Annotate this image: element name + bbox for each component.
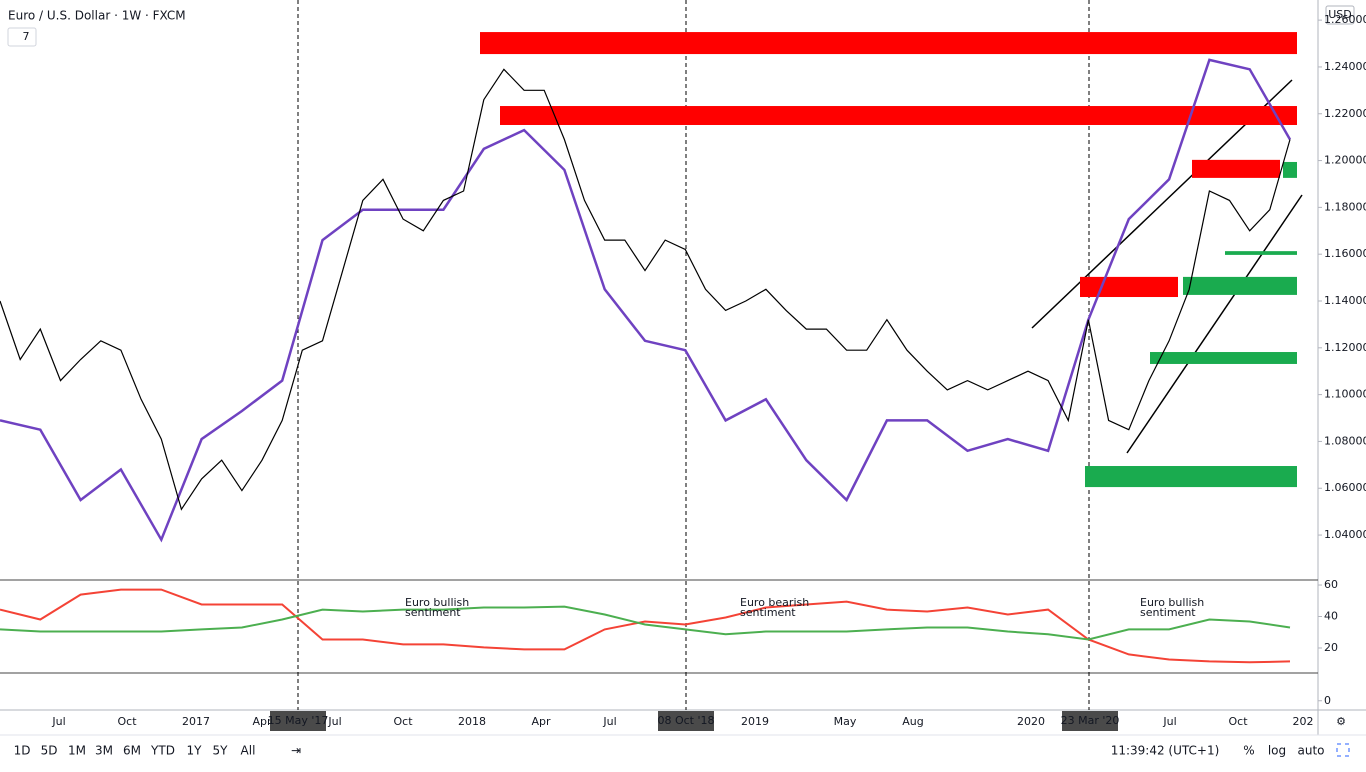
time-label: Oct [1228,715,1248,728]
annotation-line: sentiment [405,606,461,619]
log-toggle[interactable]: log [1268,744,1286,758]
price-zone [1183,276,1297,295]
time-label: 2020 [1017,715,1045,728]
settings-icon[interactable]: ⚙ [1336,715,1346,728]
currency-badge[interactable] [1325,5,1355,25]
annotation-line: sentiment [740,606,796,619]
time-label: 2017 [182,715,210,728]
annotation: Euro bearish sentiment [740,596,809,619]
sentiment-line [0,588,1291,664]
range-button[interactable]: 3M [95,744,113,758]
y-tick-label: 1.08000 [1324,434,1366,447]
range-button[interactable]: 5D [41,744,58,758]
currency[interactable]: USD [1328,8,1352,21]
date-badge [658,711,714,731]
price-zone [1225,251,1297,255]
range-button[interactable]: 5Y [213,744,229,758]
price-zone [480,32,1297,55]
y-tick-label: 1.20000 [1324,154,1366,167]
indicator-count[interactable]: 7 [23,30,30,43]
annotation-line: Euro bearish [740,596,809,609]
auto-toggle[interactable]: auto [1297,744,1324,758]
y-tick-label: 0 [1324,694,1331,707]
price-zone [1080,276,1178,298]
date-badge-label: 23 Mar '20 [1061,714,1120,727]
fullscreen-button[interactable] [1336,743,1350,757]
y-tick-label: 1.16000 [1324,247,1366,260]
time-label: Oct [117,715,137,728]
time-label: Jul [51,715,65,728]
y-tick-label: 20 [1324,641,1338,654]
range-button[interactable]: YTD [150,744,175,758]
price-zone [500,106,1297,125]
clock: 11:39:42 (UTC+1) [1111,744,1220,758]
range-button[interactable]: 1M [68,744,86,758]
y-tick-label: 1.26000 [1324,13,1366,26]
y-tick-label: 1.10000 [1324,388,1366,401]
price-line [0,68,1291,511]
price-zone [1150,352,1297,364]
time-label: Apr [252,715,272,728]
symbol-title[interactable]: Euro / U.S. Dollar · 1W · FXCM [8,9,186,23]
range-button[interactable]: 1D [14,744,31,758]
price-zone [1283,161,1297,178]
time-label: 202 [1293,715,1314,728]
date-badge [270,711,326,731]
percent-toggle[interactable]: % [1243,744,1254,758]
y-tick-label: 1.12000 [1324,341,1366,354]
time-label: Jul [602,715,616,728]
date-badge-label: 15 May '17 [268,714,329,727]
date-badge-label: 08 Oct '18 [657,714,714,727]
time-label: Oct [393,715,413,728]
time-label: Jul [327,715,341,728]
annotation: Euro bullish sentiment [1140,596,1204,619]
trend-line [1126,194,1303,454]
y-tick-label: 1.06000 [1324,481,1366,494]
range-button[interactable]: All [241,744,256,758]
y-tick-label: 60 [1324,578,1338,591]
y-tick-label: 1.18000 [1324,200,1366,213]
y-tick-label: 1.14000 [1324,294,1366,307]
indicator-toggle[interactable] [7,27,37,47]
indicator-line [0,58,1292,543]
sentiment-line [0,605,1291,641]
y-tick-label: 40 [1324,610,1338,623]
price-zone [1085,466,1297,488]
annotation-line: sentiment [1140,606,1196,619]
annotation-line: Euro bullish [405,596,469,609]
price-zone [1192,159,1280,178]
time-label: Jul [1162,715,1176,728]
date-badge [1062,711,1118,731]
range-button[interactable]: 1Y [187,744,203,758]
range-button[interactable]: 6M [123,744,141,758]
annotation: Euro bullish sentiment [405,596,469,619]
calendar-icon[interactable]: ⇥ [291,744,301,758]
time-label: Apr [531,715,551,728]
time-label: 2018 [458,715,486,728]
y-tick-label: 1.04000 [1324,528,1366,541]
y-tick-label: 1.24000 [1324,60,1366,73]
annotation-line: Euro bullish [1140,596,1204,609]
y-tick-label: 1.22000 [1324,107,1366,120]
time-label: Aug [902,715,923,728]
time-label: May [834,715,857,728]
time-label: 2019 [741,715,769,728]
